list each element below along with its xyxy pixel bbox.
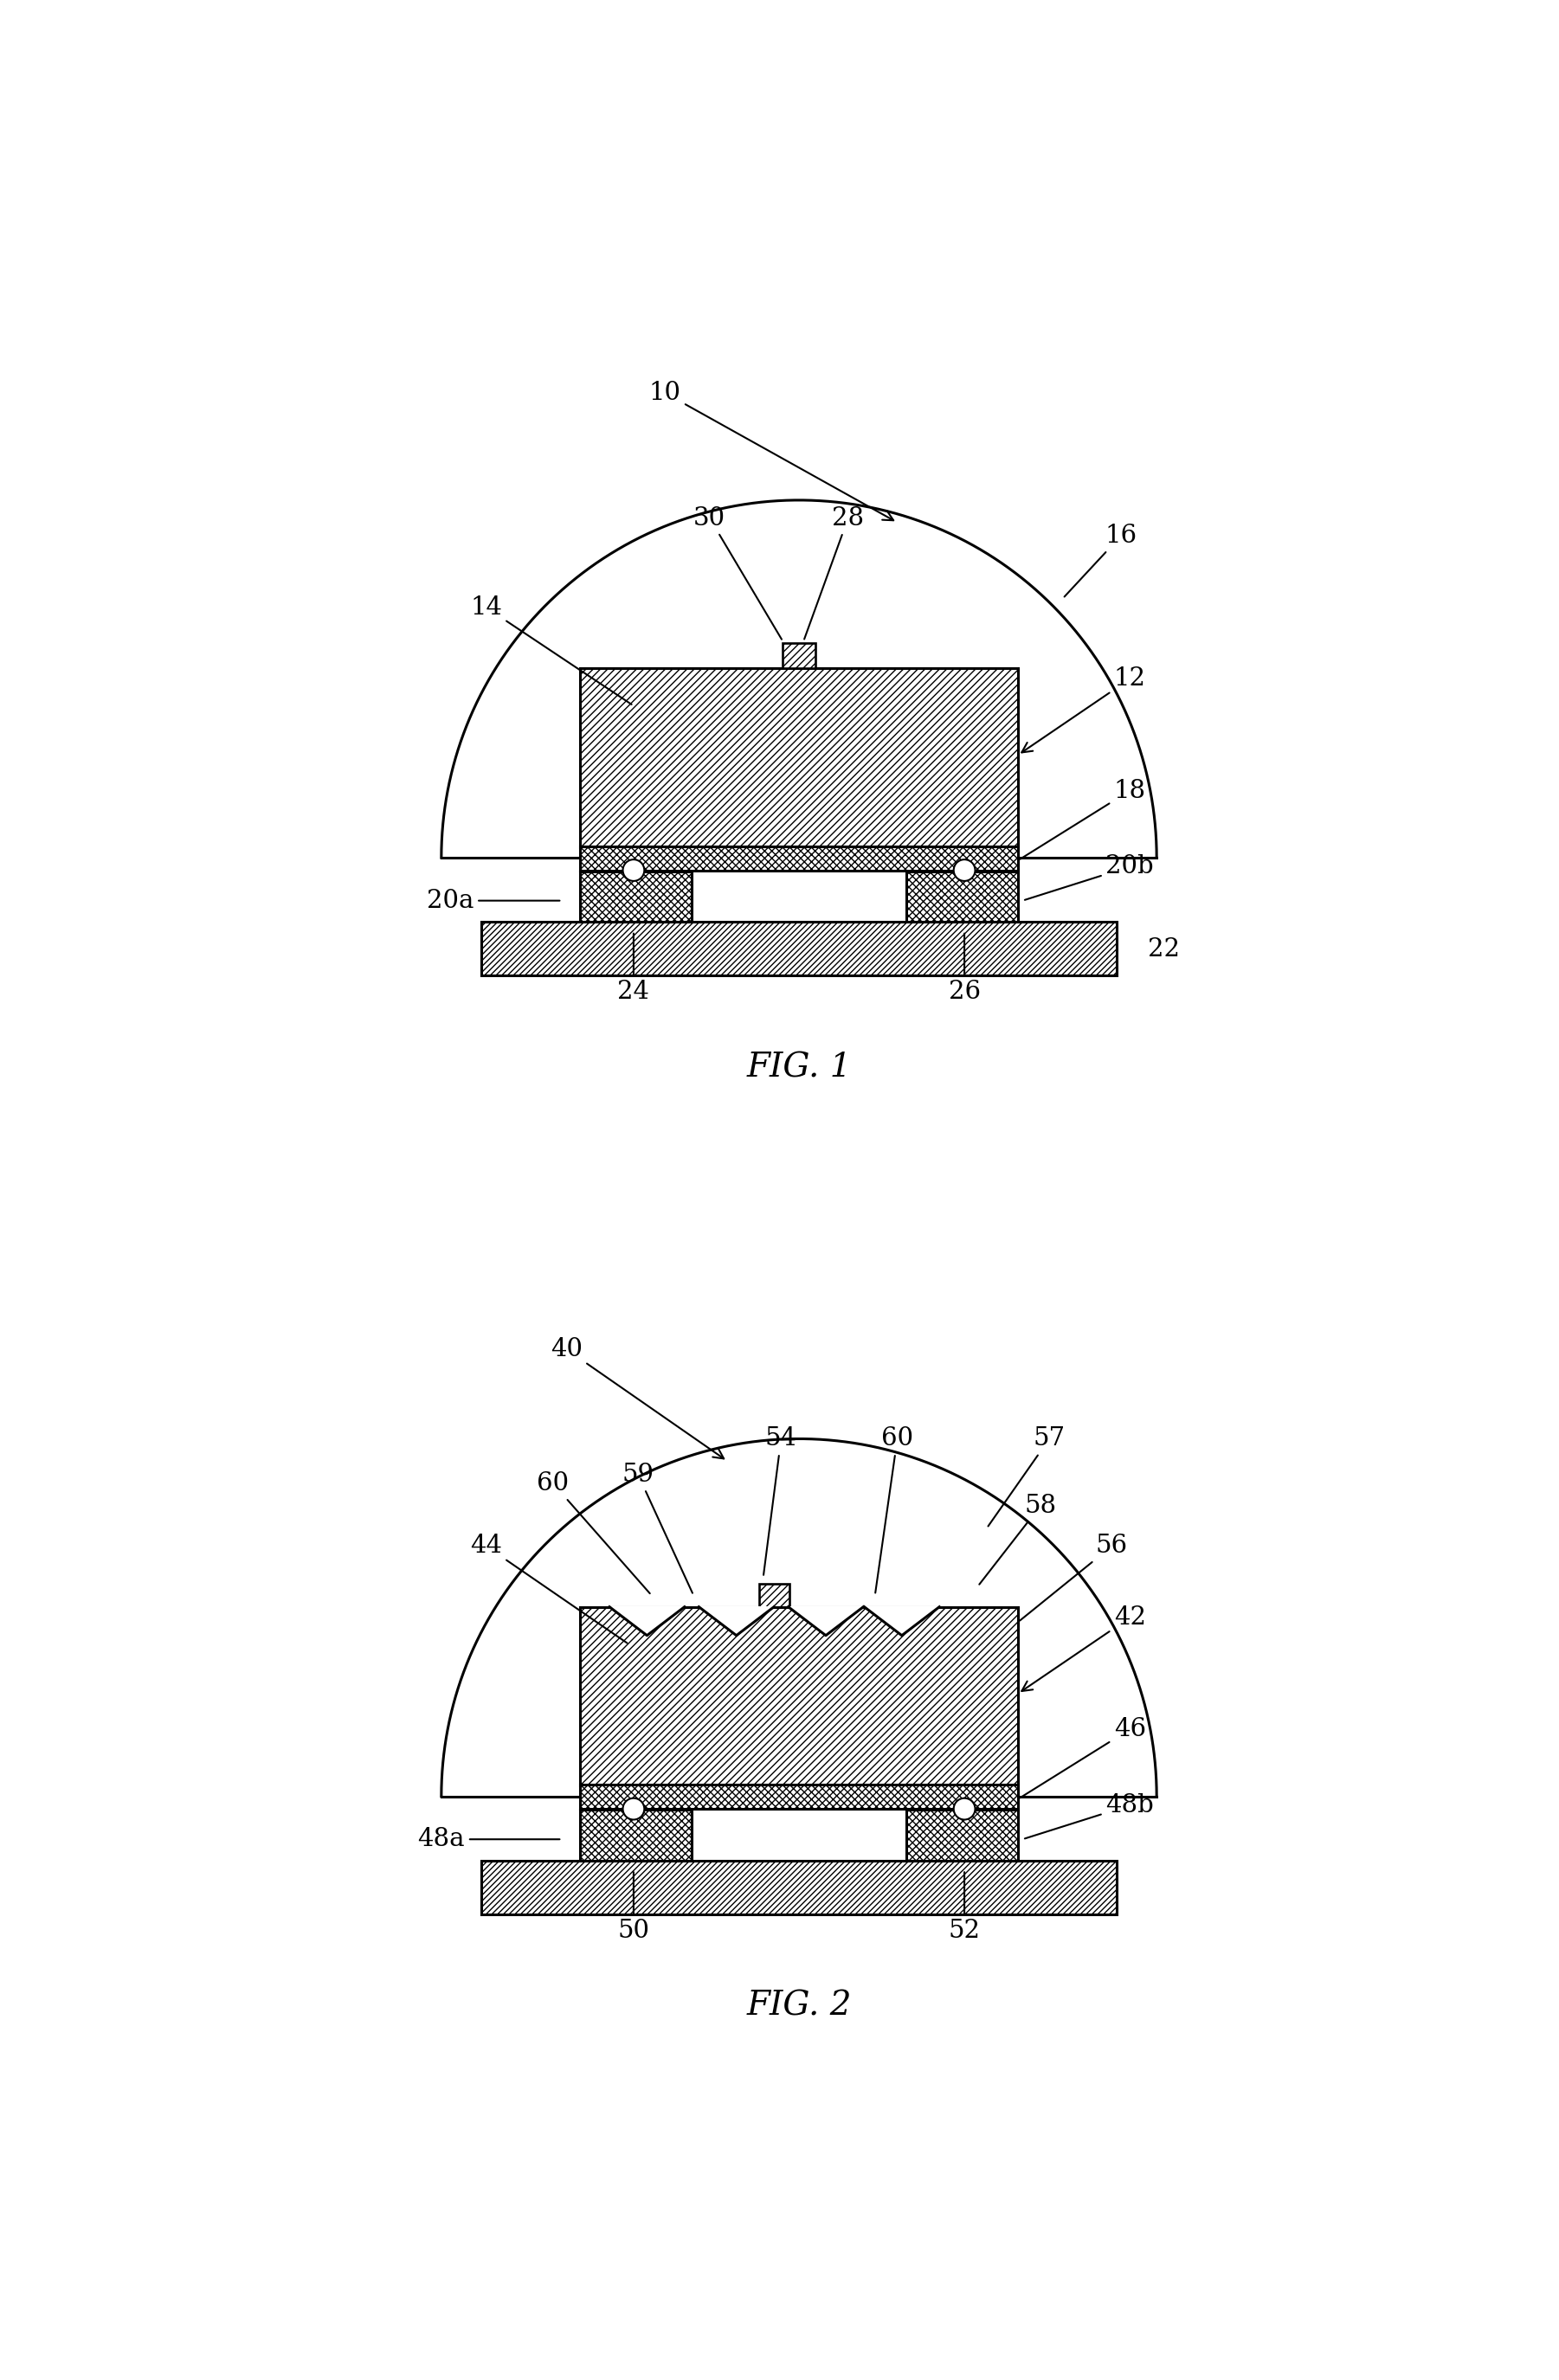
- Text: 42: 42: [1021, 1607, 1146, 1692]
- Text: 59: 59: [622, 1461, 692, 1592]
- Text: 20a: 20a: [427, 888, 560, 914]
- Circle shape: [624, 859, 644, 881]
- Text: 48a: 48a: [418, 1828, 560, 1852]
- Bar: [580, 871, 692, 921]
- Text: 44: 44: [469, 1535, 627, 1642]
- Text: 58: 58: [979, 1495, 1057, 1585]
- Bar: [759, 1583, 789, 1606]
- Text: 12: 12: [1021, 666, 1146, 752]
- Bar: [906, 1809, 1018, 1861]
- Bar: [580, 1809, 692, 1861]
- Text: FIG. 2: FIG. 2: [747, 1990, 851, 2023]
- Polygon shape: [698, 1607, 773, 1635]
- Text: 16: 16: [1065, 524, 1137, 597]
- Polygon shape: [610, 1607, 684, 1635]
- Text: 26: 26: [948, 933, 981, 1004]
- Circle shape: [954, 1799, 974, 1821]
- Text: FIG. 1: FIG. 1: [747, 1052, 851, 1083]
- Text: 52: 52: [948, 1873, 981, 1942]
- Text: 60: 60: [875, 1426, 914, 1592]
- Text: 50: 50: [617, 1873, 650, 1942]
- Bar: [580, 1785, 1018, 1809]
- Text: 56: 56: [1020, 1535, 1129, 1621]
- Bar: [580, 1607, 1018, 1785]
- Bar: [482, 1861, 1116, 1914]
- Text: 30: 30: [694, 507, 781, 640]
- Circle shape: [954, 859, 974, 881]
- Text: 46: 46: [1020, 1718, 1146, 1797]
- Text: 48b: 48b: [1024, 1792, 1154, 1840]
- Polygon shape: [864, 1607, 940, 1635]
- Bar: [906, 871, 1018, 921]
- Text: 14: 14: [469, 595, 631, 704]
- Text: 54: 54: [764, 1426, 797, 1576]
- Text: 24: 24: [617, 933, 650, 1004]
- Bar: [783, 643, 815, 669]
- Text: 20b: 20b: [1024, 854, 1154, 900]
- Text: 40: 40: [550, 1338, 723, 1459]
- Text: 57: 57: [988, 1426, 1065, 1526]
- Circle shape: [624, 1799, 644, 1821]
- Bar: [580, 669, 1018, 847]
- Text: 22: 22: [1147, 938, 1180, 962]
- Bar: [482, 921, 1116, 976]
- Polygon shape: [789, 1607, 864, 1635]
- Text: 10: 10: [649, 381, 893, 521]
- Text: 60: 60: [536, 1471, 650, 1595]
- Text: 18: 18: [1020, 778, 1146, 859]
- Text: 28: 28: [804, 507, 864, 640]
- Bar: [580, 847, 1018, 871]
